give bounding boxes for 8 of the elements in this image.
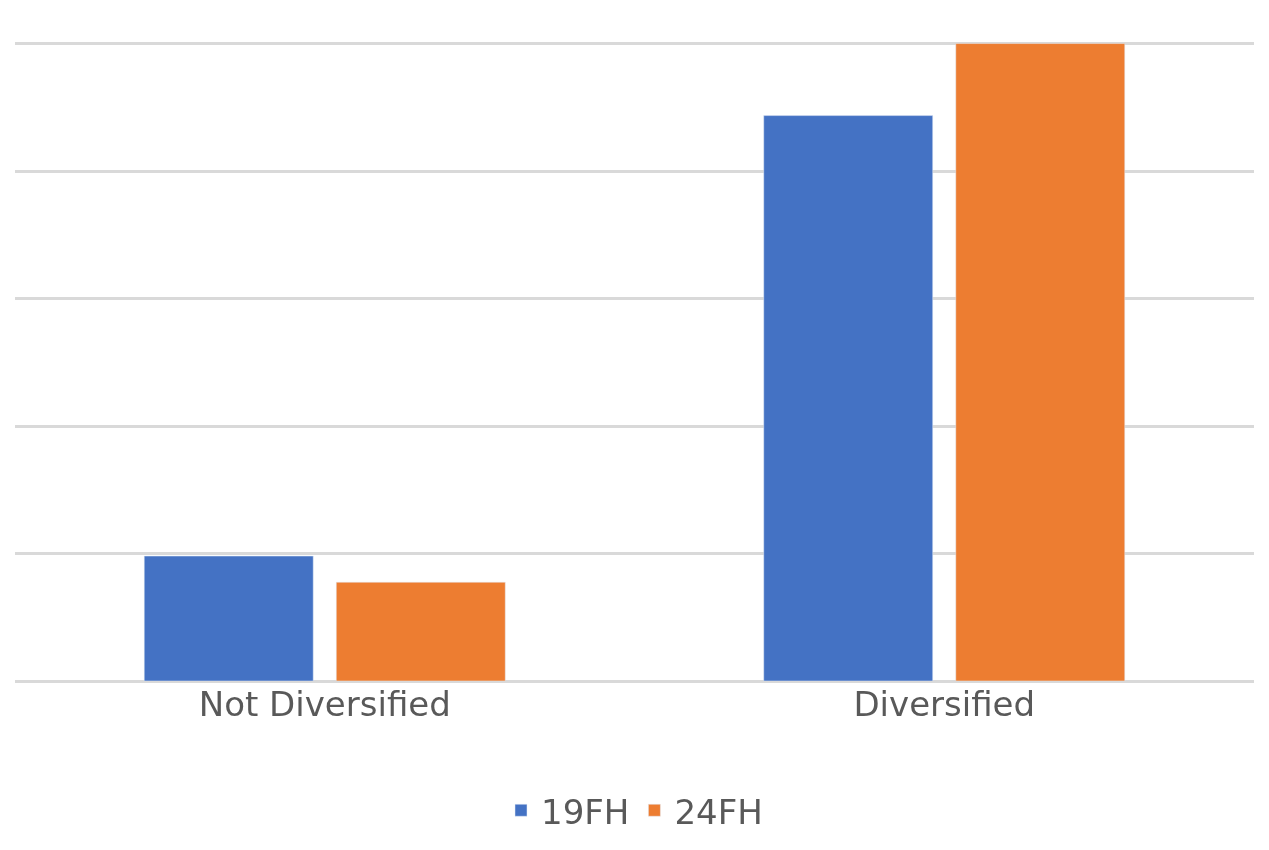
bar <box>955 43 1126 681</box>
legend-label: 19FH <box>541 791 630 832</box>
x-tick-label: Diversified <box>853 684 1036 724</box>
bar <box>143 555 314 681</box>
x-tick-label: Not Diversified <box>198 684 451 724</box>
bar <box>763 115 933 681</box>
legend-label: 24FH <box>674 791 763 832</box>
bar <box>336 581 506 681</box>
